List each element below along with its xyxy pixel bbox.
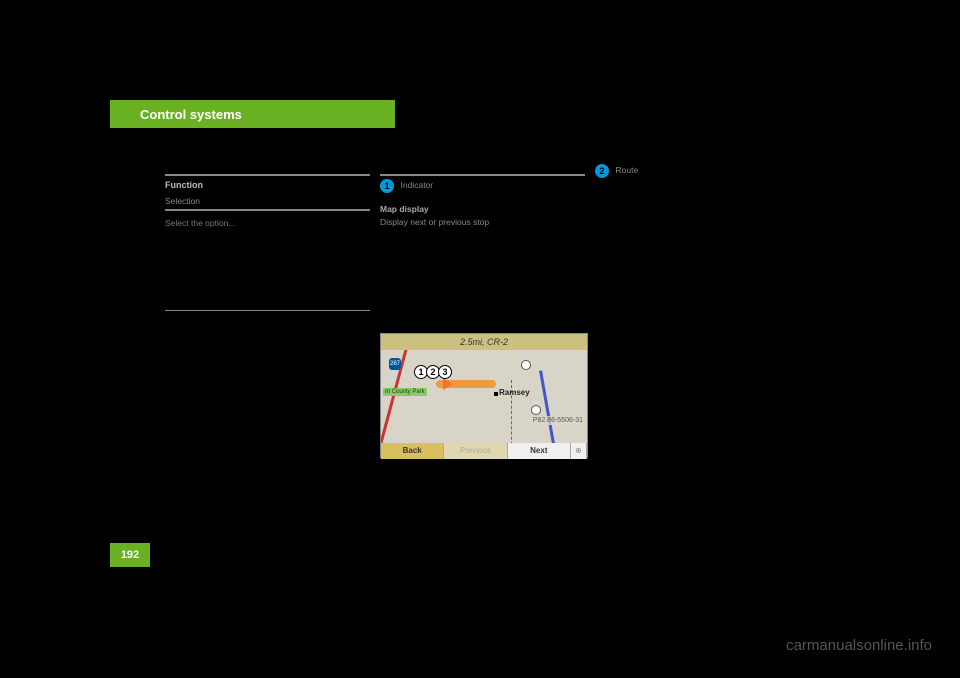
map-next-button[interactable]: Next [508,443,571,459]
route-shield-icon: 287 [389,358,401,370]
col3-route-label: Route [616,165,639,175]
map-reference-code: P82.86-5506-31 [531,416,585,425]
divider [380,174,585,176]
map-previous-button[interactable]: Previous [444,443,507,459]
map-callouts: 1 2 3 [416,365,452,379]
column-3: 2 Route 3 Destination [595,172,800,196]
section-title: Control systems [140,107,242,122]
map-back-button[interactable]: Back [381,443,444,459]
column-1: Function Selection Select the option... [165,172,370,315]
map-body: nt County Park Ramsey 287 1 2 3 P82.86-5… [381,350,587,443]
map-callout-3: 3 [438,365,452,379]
vehicle-cursor-icon [443,378,453,390]
poi-icon [531,405,541,415]
page-number: 192 [110,543,150,567]
col1-sub: Selection [165,195,370,208]
col1-body: Select the option... [165,217,370,230]
callout-1-icon: 1 [380,179,394,193]
col3-row-2: 2 Route [595,164,800,178]
col3-row-3: 3 Destination [595,182,800,196]
road-secondary [539,370,556,443]
map-zoom-button[interactable]: ⊕ [571,443,587,459]
col2-indicator-label: Indicator [401,180,434,190]
divider [165,209,370,211]
poi-icon [521,360,531,370]
page-container: Control systems Function Selection Selec… [110,95,850,595]
map-distance-bar: 2.5mi, CR-2 [381,334,587,350]
park-label: nt County Park [383,388,427,396]
section-header: Control systems [110,100,395,128]
col2-sub: Display next or previous stop [380,216,585,229]
col2-title: Map display [380,203,585,216]
map-preview: 2.5mi, CR-2 nt County Park Ramsey 287 1 … [380,333,588,458]
column-2: 1 Indicator Map display Display next or … [380,172,585,229]
divider [165,174,370,176]
map-button-bar: Back Previous Next ⊕ [381,443,587,459]
col2-row: 1 Indicator [380,179,585,193]
divider [165,310,370,311]
col1-title: Function [165,179,370,193]
city-dot-icon [494,392,498,396]
watermark: carmanualsonline.info [786,637,932,654]
callout-2-icon: 2 [595,164,609,178]
city-label: Ramsey [499,388,530,397]
